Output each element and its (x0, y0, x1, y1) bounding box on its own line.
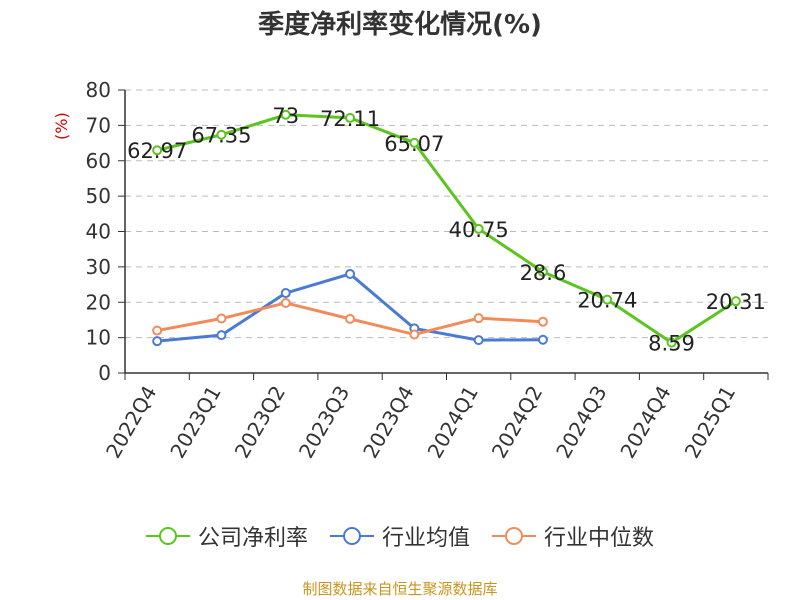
data-point (409, 137, 420, 148)
data-point (602, 294, 613, 305)
data-point (345, 112, 356, 123)
legend-label: 行业均值 (381, 526, 470, 551)
data-source-note: 制图数据来自恒生聚源数据库 (302, 580, 498, 598)
data-point (152, 145, 163, 156)
legend-item-industry-median[interactable]: 行业中位数 (492, 520, 654, 552)
data-point (537, 334, 548, 345)
data-label: 28.6 (520, 261, 567, 285)
legend-label: 行业中位数 (544, 526, 655, 551)
series-line (670, 299, 737, 344)
data-label: 62.97 (127, 139, 187, 163)
data-point (730, 296, 741, 307)
data-point (216, 129, 227, 140)
y-tick-label: 80 (86, 78, 111, 102)
data-label: 65.07 (384, 132, 444, 156)
series-line (157, 272, 543, 343)
data-label: 40.75 (449, 218, 509, 242)
y-tick-label: 50 (86, 184, 111, 208)
data-point (473, 223, 484, 234)
data-point (216, 313, 227, 324)
data-label: 20.31 (706, 290, 766, 314)
x-tick-label: 2024Q3 (551, 382, 611, 463)
y-tick-label: 30 (86, 255, 111, 279)
data-label: 73 (272, 104, 299, 128)
data-point (152, 336, 163, 347)
legend-label: 公司净利率 (197, 526, 308, 551)
x-tick-label: 2024Q2 (487, 382, 547, 463)
data-point (537, 266, 548, 277)
data-point (152, 325, 163, 336)
chart-legend: 公司净利率 行业均值 行业中位数 (0, 520, 800, 552)
data-label: 20.74 (577, 289, 637, 313)
data-point (280, 109, 291, 120)
data-point (473, 335, 484, 346)
y-tick-label: 10 (86, 326, 111, 350)
x-tick-label: 2024Q1 (423, 382, 483, 463)
chart-title: 季度净利率变化情况(%) (258, 10, 542, 40)
legend-item-industry-mean[interactable]: 行业均值 (329, 520, 470, 552)
x-tick-label: 2023Q3 (294, 382, 354, 463)
x-tick-label: 2023Q4 (358, 382, 418, 463)
legend-marker-blue-icon (329, 527, 374, 545)
legend-marker-orange-icon (492, 527, 536, 545)
data-point (216, 330, 227, 341)
x-tick-label: 2023Q2 (230, 382, 290, 463)
data-point (666, 337, 677, 348)
data-label: 67.35 (191, 124, 251, 148)
data-point (345, 268, 356, 279)
legend-marker-green-icon (145, 527, 190, 545)
data-point (280, 288, 291, 299)
data-label: 8.59 (648, 332, 695, 356)
y-tick-label: 60 (86, 149, 111, 173)
data-point (473, 313, 484, 324)
data-point (409, 329, 420, 340)
legend-item-company-net-margin[interactable]: 公司净利率 (145, 520, 308, 552)
data-point (537, 316, 548, 327)
x-tick-label: 2025Q1 (680, 382, 740, 463)
data-point (280, 297, 291, 308)
y-tick-label: 40 (86, 220, 111, 244)
y-tick-label: 0 (98, 361, 111, 385)
data-point (345, 313, 356, 324)
y-tick-label: 70 (86, 113, 111, 137)
data-label: 72.11 (320, 107, 380, 131)
y-tick-label: 20 (86, 290, 111, 314)
x-tick-label: 2024Q4 (615, 382, 675, 463)
x-tick-label: 2022Q4 (101, 382, 161, 463)
x-tick-label: 2023Q1 (165, 382, 225, 463)
